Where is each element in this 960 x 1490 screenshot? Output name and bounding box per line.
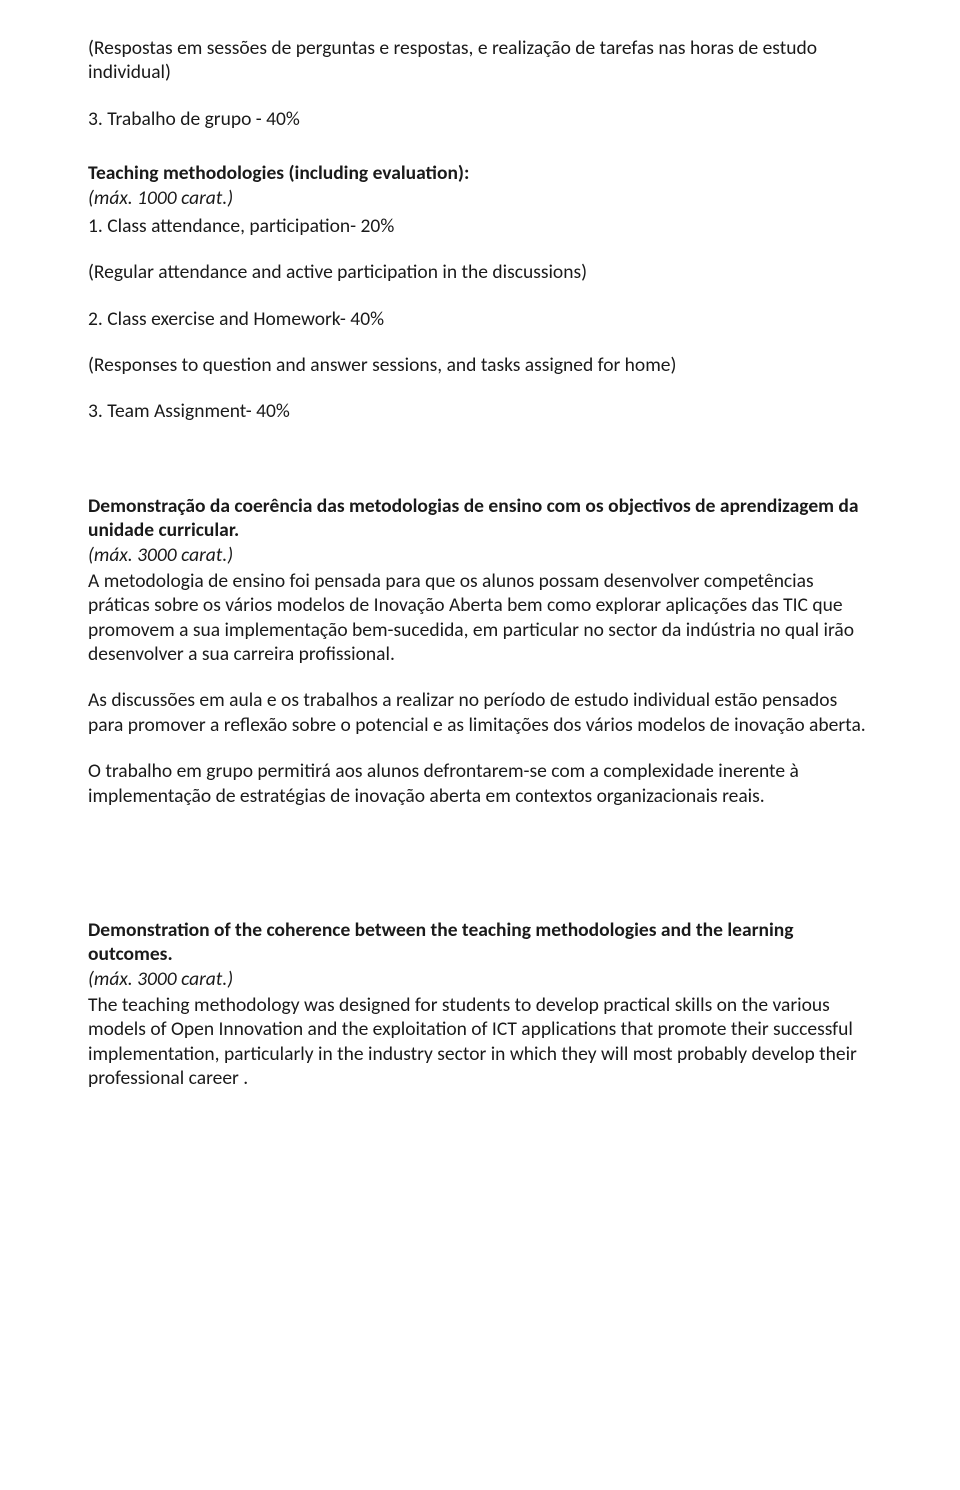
heading-teaching-methodologies: Teaching methodologies (including evalua… (88, 161, 872, 185)
paragraph-respostas: (Respostas em sessões de perguntas e res… (88, 36, 872, 85)
heading-demonstracao-coerencia: Demonstração da coerência das metodologi… (88, 494, 872, 543)
paragraph-class-attendance: 1. Class attendance, participation- 20% (88, 214, 872, 238)
note-max-3000-en: (máx. 3000 carat.) (88, 967, 872, 991)
note-max-1000: (máx. 1000 carat.) (88, 186, 872, 210)
paragraph-discussoes: As discussões em aula e os trabalhos a r… (88, 688, 872, 737)
paragraph-trabalho-em-grupo: O trabalho em grupo permitirá aos alunos… (88, 759, 872, 808)
paragraph-regular-attendance: (Regular attendance and active participa… (88, 260, 872, 284)
note-max-3000-pt: (máx. 3000 carat.) (88, 543, 872, 567)
paragraph-teaching-methodology: The teaching methodology was designed fo… (88, 993, 872, 1091)
paragraph-responses: (Responses to question and answer sessio… (88, 353, 872, 377)
heading-demonstration-coherence: Demonstration of the coherence between t… (88, 918, 872, 967)
paragraph-team-assignment: 3. Team Assignment- 40% (88, 399, 872, 423)
paragraph-trabalho-grupo: 3. Trabalho de grupo - 40% (88, 107, 872, 131)
paragraph-class-exercise: 2. Class exercise and Homework- 40% (88, 307, 872, 331)
paragraph-metodologia-ensino: A metodologia de ensino foi pensada para… (88, 569, 872, 667)
